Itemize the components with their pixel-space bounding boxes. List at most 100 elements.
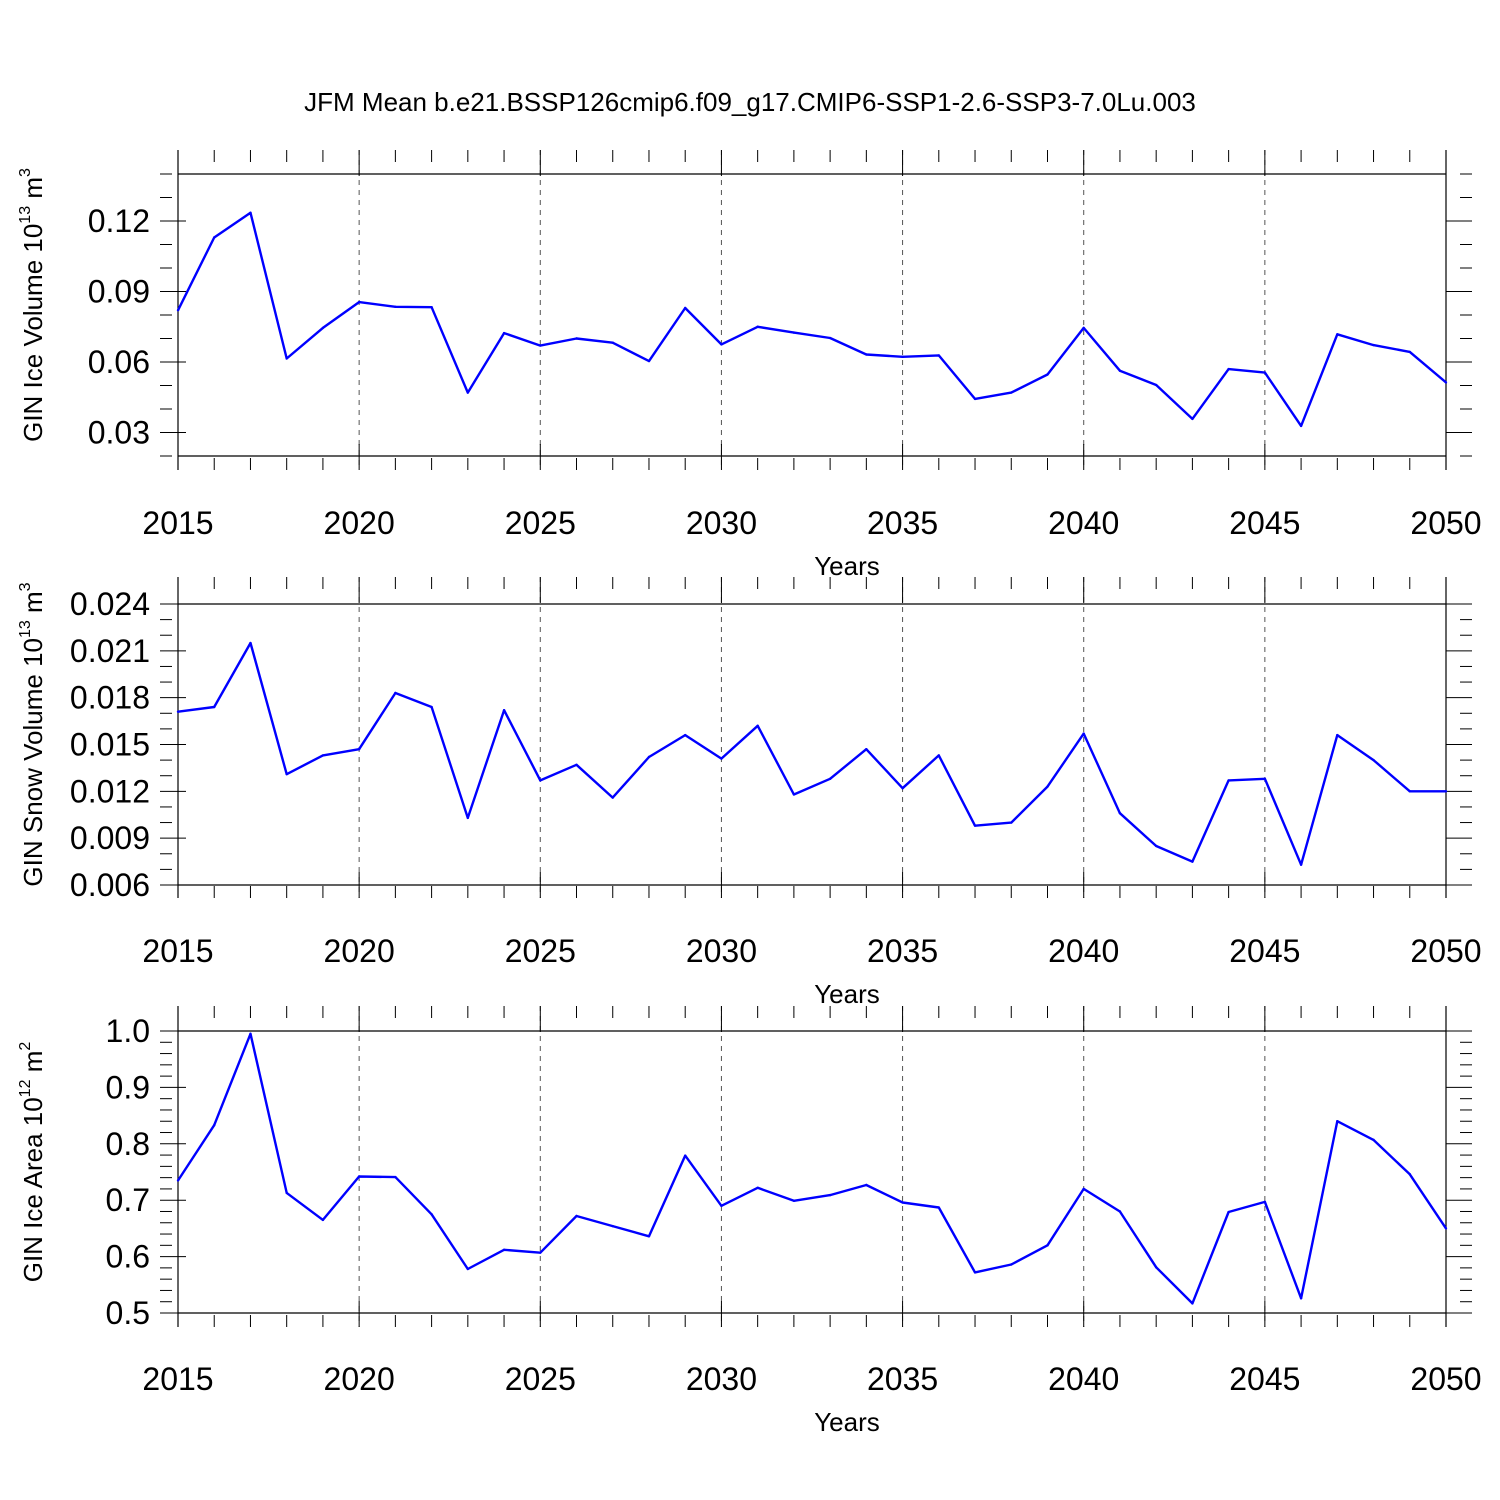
y-tick-label: 0.8	[106, 1126, 150, 1162]
x-tick-label: 2025	[505, 933, 576, 969]
data-point	[575, 1214, 578, 1218]
data-point	[901, 355, 904, 359]
data-point	[756, 1186, 759, 1189]
data-point	[1444, 790, 1448, 793]
data-point	[1082, 732, 1085, 735]
data-point	[394, 691, 397, 695]
data-point	[394, 305, 397, 308]
data-point	[430, 1213, 433, 1216]
data-point	[1336, 1120, 1339, 1123]
data-point	[901, 787, 904, 790]
series-line	[177, 641, 1446, 866]
data-point	[1408, 350, 1411, 354]
y-axis-title-text: GIN Ice Volume 10	[18, 224, 48, 442]
x-tick-label: 2040	[1048, 505, 1119, 541]
data-point	[1263, 371, 1267, 374]
data-point	[1299, 863, 1303, 866]
data-point	[249, 641, 252, 645]
data-point	[1191, 860, 1194, 863]
data-point	[1010, 1263, 1013, 1266]
data-point	[937, 354, 940, 357]
y-tick-label: 0.9	[106, 1069, 150, 1105]
data-point	[1336, 733, 1339, 737]
y-axis-title-unit: m	[18, 591, 48, 620]
y-tick-label: 0.06	[88, 344, 150, 380]
data-point	[357, 1175, 361, 1178]
data-point	[176, 710, 180, 713]
ice-area-panel: 0.5 0.6 0.7 0.8 0.9 1.0 2015 2020 2025 2030 2035 20…	[17, 1006, 1482, 1437]
data-point	[1154, 383, 1158, 387]
x-tick-label: 2035	[867, 933, 938, 969]
data-point	[828, 336, 832, 340]
x-tick-label: 2025	[505, 505, 576, 541]
y-tick-label: 1.0	[106, 1013, 150, 1049]
y-axis-title-unit-exp: 2	[17, 1042, 34, 1051]
x-tick-label: 2025	[505, 1361, 576, 1397]
x-tick-label: 2050	[1410, 505, 1481, 541]
data-point	[1408, 1173, 1411, 1176]
x-tick-label: 2020	[324, 505, 395, 541]
data-point	[176, 1179, 180, 1182]
data-point	[684, 1154, 687, 1157]
data-point	[1046, 1244, 1049, 1247]
data-point	[865, 747, 868, 751]
data-point	[1263, 1200, 1267, 1204]
data-point	[1046, 785, 1049, 788]
data-point	[720, 343, 723, 346]
data-point	[1372, 758, 1375, 762]
y-tick-label: 0.6	[106, 1239, 150, 1275]
data-point	[1118, 1210, 1122, 1213]
data-point	[430, 306, 433, 309]
y-axis-title: GIN Ice Area 1012 m2	[17, 1042, 48, 1283]
x-axis-title: Years	[814, 551, 880, 581]
data-point	[357, 747, 361, 751]
data-point	[1046, 373, 1049, 376]
data-point	[1408, 790, 1411, 793]
data-point	[1154, 844, 1158, 848]
data-point	[539, 344, 542, 347]
y-axis-title: GIN Snow Volume 1013 m3	[17, 582, 48, 886]
data-point	[756, 325, 759, 328]
data-point	[1336, 333, 1339, 336]
data-point	[973, 397, 977, 401]
data-point	[1444, 1227, 1448, 1230]
data-point	[828, 1193, 832, 1197]
x-tick-label: 2020	[324, 1361, 395, 1397]
data-point	[575, 337, 578, 340]
data-point	[792, 793, 796, 796]
x-tick-label: 2045	[1229, 505, 1300, 541]
y-axis-title-exp: 13	[17, 206, 34, 224]
data-point	[285, 357, 288, 360]
data-point	[684, 733, 687, 737]
data-point	[865, 1183, 868, 1187]
data-point	[720, 1204, 723, 1208]
y-tick-label: 0.015	[70, 727, 150, 763]
data-point	[1118, 811, 1122, 815]
x-tick-label: 2030	[686, 505, 757, 541]
data-point	[865, 353, 868, 356]
data-point	[611, 796, 614, 799]
data-point	[1372, 1138, 1375, 1142]
x-tick-label: 2035	[867, 505, 938, 541]
x-tick-label: 2040	[1048, 933, 1119, 969]
data-point	[792, 331, 796, 334]
data-point	[828, 777, 832, 781]
y-axis-title-exp: 13	[17, 620, 34, 638]
data-point	[792, 1199, 796, 1202]
data-point	[539, 779, 542, 782]
data-point	[1082, 326, 1085, 330]
x-tick-label: 2015	[142, 933, 213, 969]
data-point	[1082, 1187, 1085, 1191]
data-point	[1299, 424, 1303, 428]
data-point	[249, 211, 252, 214]
x-tick-label: 2035	[867, 1361, 938, 1397]
data-point	[1227, 1210, 1230, 1214]
data-point	[647, 359, 651, 363]
y-tick-label: 0.5	[106, 1295, 150, 1331]
x-axis-title: Years	[814, 1407, 880, 1437]
data-point	[430, 705, 433, 709]
data-point	[1372, 343, 1375, 347]
data-point	[1227, 779, 1230, 782]
ice-volume-panel: 0.03 0.06 0.09 0.12 2015 2020 2025 2030 2035 2040…	[17, 150, 1482, 581]
x-tick-label: 2050	[1410, 1361, 1481, 1397]
